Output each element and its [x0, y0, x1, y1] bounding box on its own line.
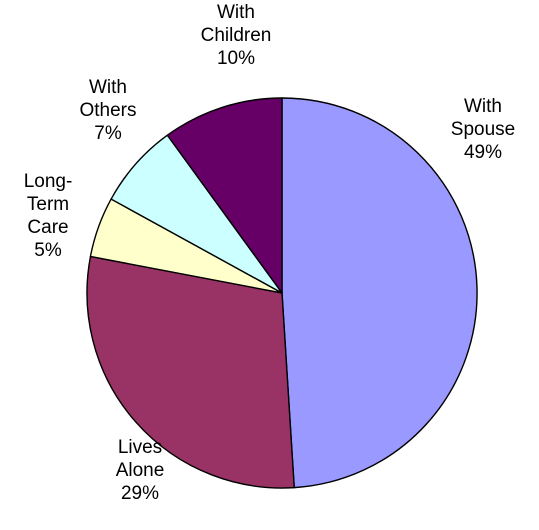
- slice-label-line: Spouse: [451, 119, 515, 140]
- slice-label-line: With: [89, 77, 127, 98]
- slice-label-0: With Spouse 49%: [451, 96, 515, 163]
- slice-label-line: Others: [79, 100, 136, 121]
- slice-label-1: Lives Alone 29%: [116, 437, 165, 504]
- slice-label-2: Long-Term Care 5%: [24, 171, 73, 261]
- slice-label-3: With Others 7%: [79, 77, 136, 144]
- slice-label-line: Term: [27, 194, 69, 215]
- slice-label-line: With: [217, 2, 255, 23]
- pie-slice-with-spouse: [281, 97, 478, 489]
- slice-label-line: Care: [27, 217, 68, 238]
- slice-percent: 49%: [464, 142, 502, 163]
- pie-slice-lives-alone: [86, 255, 295, 489]
- slice-percent: 10%: [217, 48, 255, 69]
- slice-label-line: Long-: [24, 171, 73, 192]
- slice-label-line: Alone: [116, 460, 165, 481]
- pie-labels: With Spouse 49%Lives Alone 29%Long-Term Care 5…: [24, 2, 516, 504]
- pie-slice-with-children: [166, 97, 283, 294]
- slice-percent: 29%: [121, 483, 159, 504]
- slice-label-line: Lives: [118, 437, 162, 458]
- slice-percent: 5%: [34, 240, 62, 261]
- pie-slices: [86, 97, 478, 489]
- slice-label-line: Children: [201, 25, 272, 46]
- slice-label-4: With Children 10%: [201, 2, 272, 69]
- slice-label-line: With: [464, 96, 502, 117]
- slice-percent: 7%: [94, 123, 122, 144]
